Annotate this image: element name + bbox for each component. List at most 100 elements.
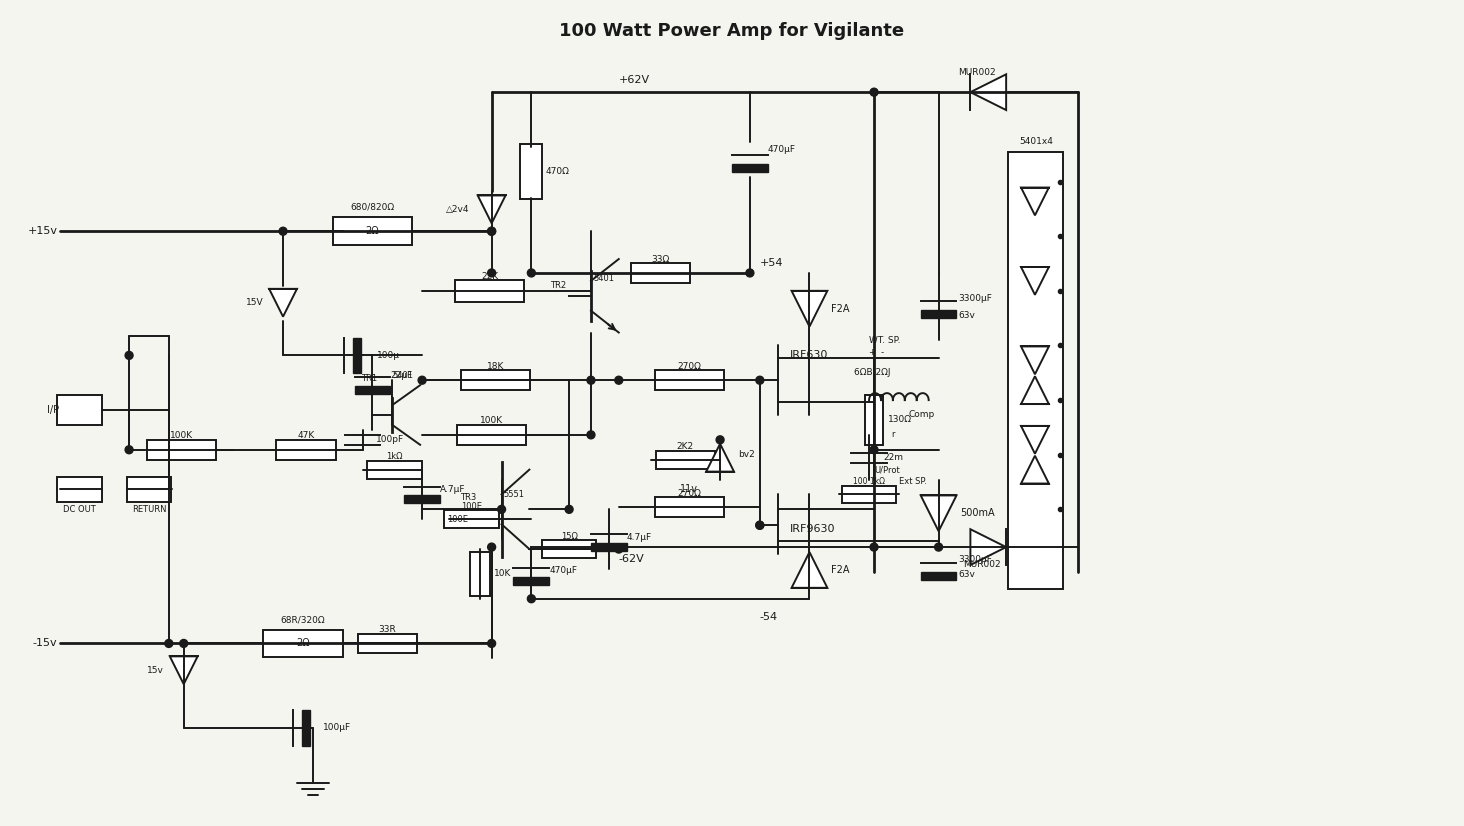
Text: 130Ω: 130Ω (889, 415, 912, 425)
Bar (332, 217, 413, 245)
Circle shape (280, 227, 287, 235)
Text: IRF9630: IRF9630 (789, 525, 834, 534)
Polygon shape (1020, 346, 1048, 374)
Polygon shape (1020, 456, 1048, 483)
Text: 470Ω: 470Ω (545, 167, 569, 176)
Text: r: r (892, 430, 895, 439)
Circle shape (755, 521, 764, 529)
Text: 22K: 22K (482, 273, 498, 282)
Polygon shape (1020, 267, 1048, 295)
Polygon shape (353, 338, 360, 373)
Bar (461, 370, 530, 390)
Text: 2Ω: 2Ω (366, 226, 379, 236)
Text: TR3: TR3 (461, 493, 477, 502)
Text: Ext SP.: Ext SP. (899, 477, 927, 486)
Bar (57, 477, 102, 502)
Circle shape (527, 595, 536, 603)
Text: 100 Watt Power Amp for Vigilante: 100 Watt Power Amp for Vigilante (559, 21, 905, 40)
Bar (631, 263, 691, 282)
Circle shape (870, 544, 878, 551)
Bar (445, 510, 499, 528)
Text: 100K: 100K (170, 431, 193, 440)
Circle shape (587, 431, 594, 439)
Circle shape (870, 88, 878, 96)
Bar (654, 497, 725, 517)
Bar (146, 439, 217, 460)
Text: 270Ω: 270Ω (678, 362, 701, 371)
Polygon shape (1020, 188, 1048, 216)
Text: TR1: TR1 (362, 373, 378, 382)
Text: 22μF: 22μF (391, 371, 413, 380)
Circle shape (716, 436, 725, 444)
Circle shape (124, 446, 133, 453)
Polygon shape (591, 544, 627, 551)
Circle shape (488, 227, 496, 235)
Polygon shape (706, 444, 733, 472)
Text: 63v: 63v (959, 311, 975, 320)
Polygon shape (732, 164, 767, 172)
Text: 33Ω: 33Ω (651, 254, 669, 263)
Polygon shape (921, 310, 956, 318)
Circle shape (124, 351, 133, 359)
Bar (520, 145, 542, 199)
Circle shape (565, 506, 572, 513)
Bar (654, 370, 725, 390)
Circle shape (615, 377, 622, 384)
Polygon shape (404, 496, 441, 503)
Text: +62V: +62V (619, 75, 650, 85)
Text: 100K: 100K (480, 416, 504, 425)
Bar (1009, 152, 1063, 589)
Bar (126, 477, 171, 502)
Text: U/Prot: U/Prot (874, 465, 900, 474)
Bar (656, 451, 714, 468)
Bar (57, 395, 102, 425)
Text: 680/820Ω: 680/820Ω (350, 203, 394, 212)
Polygon shape (1020, 377, 1048, 404)
Text: 100pF: 100pF (376, 435, 404, 444)
Text: △2v4: △2v4 (447, 205, 470, 214)
Text: 2Ω: 2Ω (296, 638, 310, 648)
Polygon shape (302, 710, 310, 746)
Text: -62V: -62V (619, 554, 644, 564)
Text: 5401x4: 5401x4 (1019, 137, 1053, 146)
Text: MUR002: MUR002 (959, 68, 996, 77)
Bar (264, 629, 343, 657)
Circle shape (488, 639, 496, 648)
Circle shape (755, 377, 764, 384)
Text: 100μ: 100μ (378, 351, 400, 360)
Bar (455, 280, 524, 301)
Text: 5551: 5551 (504, 490, 524, 499)
Polygon shape (170, 657, 198, 684)
Bar (357, 634, 417, 653)
Circle shape (870, 446, 878, 453)
Text: 15Ω: 15Ω (561, 532, 577, 541)
Circle shape (488, 269, 496, 277)
Text: 100 1kΩ: 100 1kΩ (854, 477, 886, 486)
Text: F2A: F2A (832, 304, 849, 314)
Text: TR2: TR2 (550, 282, 567, 291)
Text: RETURN: RETURN (132, 505, 167, 514)
Text: Comp: Comp (909, 411, 935, 420)
Text: 63v: 63v (959, 571, 975, 579)
Text: IRF630: IRF630 (789, 350, 829, 360)
Text: 2K2: 2K2 (676, 442, 694, 451)
Text: 18K: 18K (488, 362, 504, 371)
Text: 100E: 100E (461, 502, 482, 510)
Circle shape (934, 544, 943, 551)
Polygon shape (971, 529, 1006, 565)
Text: 270Ω: 270Ω (678, 489, 701, 498)
Text: 100E: 100E (447, 515, 468, 524)
Bar (865, 395, 883, 444)
Text: 68R/320Ω: 68R/320Ω (281, 615, 325, 624)
Text: 500mA: 500mA (960, 508, 996, 519)
Text: 15V: 15V (246, 298, 264, 307)
Text: DC OUT: DC OUT (63, 505, 95, 514)
Polygon shape (971, 74, 1006, 110)
Text: -15v: -15v (34, 638, 57, 648)
Circle shape (165, 639, 173, 648)
Text: 3300μF: 3300μF (959, 554, 993, 563)
Text: 5401: 5401 (392, 371, 413, 380)
Bar (470, 552, 489, 596)
Polygon shape (1020, 426, 1048, 453)
Text: 11v: 11v (681, 485, 698, 495)
